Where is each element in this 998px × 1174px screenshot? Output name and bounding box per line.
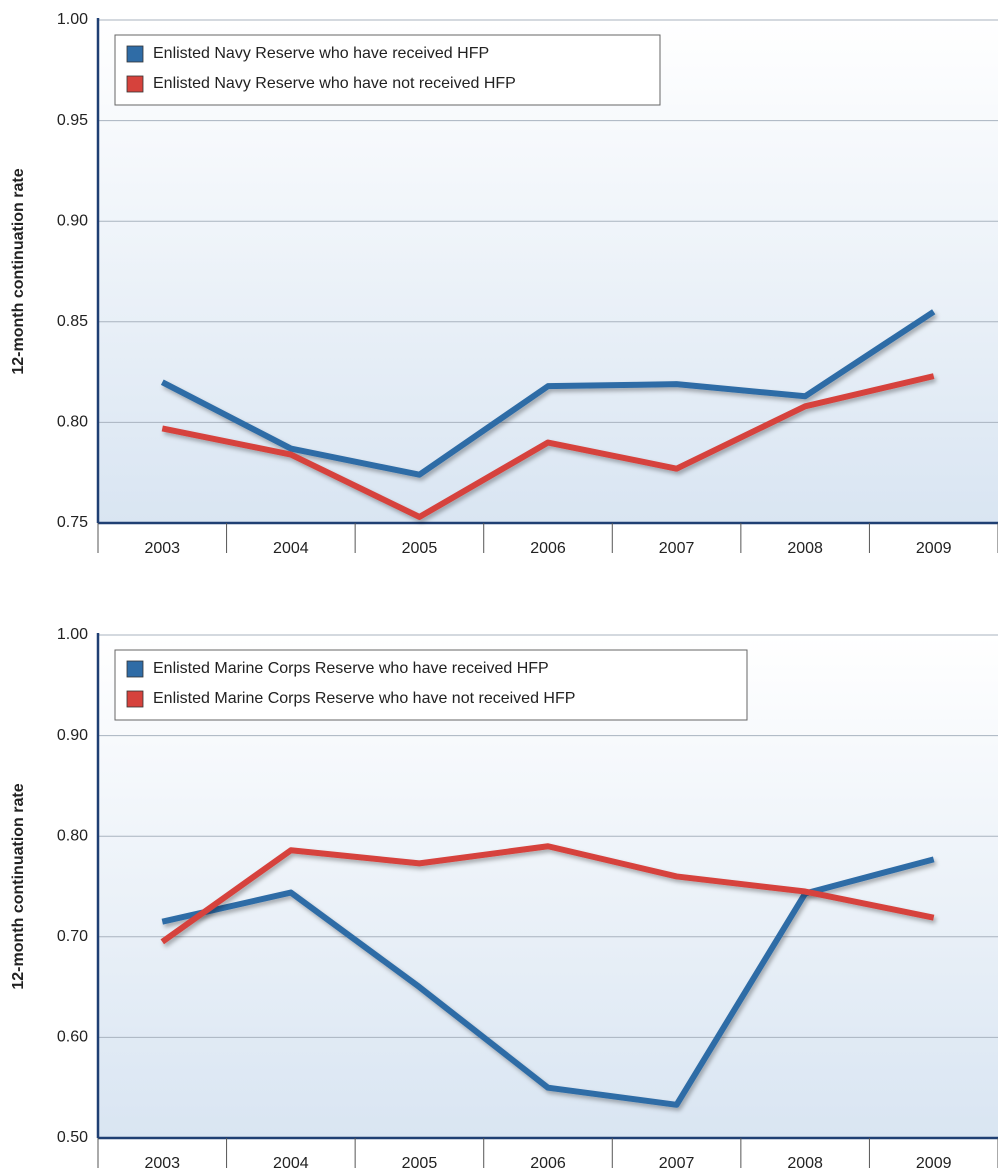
x-tick-label: 2005 xyxy=(402,540,438,557)
x-tick-label: 2003 xyxy=(144,1155,180,1172)
x-tick-label: 2006 xyxy=(530,1155,566,1172)
x-tick-label: 2007 xyxy=(659,1155,695,1172)
legend-label: Enlisted Marine Corps Reserve who have n… xyxy=(153,690,575,707)
x-tick-label: 2003 xyxy=(144,540,180,557)
y-tick-label: 0.75 xyxy=(57,514,88,531)
y-tick-label: 0.60 xyxy=(57,1029,88,1046)
y-tick-label: 0.85 xyxy=(57,313,88,330)
x-tick-label: 2006 xyxy=(530,540,566,557)
x-tick-label: 2007 xyxy=(659,540,695,557)
x-tick-label: 2004 xyxy=(273,540,309,557)
legend-label: Enlisted Navy Reserve who have not recei… xyxy=(153,75,516,92)
x-tick-label: 2009 xyxy=(916,540,952,557)
y-tick-label: 0.80 xyxy=(57,827,88,844)
series-line xyxy=(160,843,935,945)
y-tick-label: 0.90 xyxy=(57,212,88,229)
x-tick-label: 2009 xyxy=(916,1155,952,1172)
y-tick-label: 0.95 xyxy=(57,112,88,129)
legend-swatch xyxy=(126,45,144,63)
y-axis-label: 12-month continuation rate xyxy=(10,168,27,374)
x-tick-label: 2005 xyxy=(402,1155,438,1172)
series-line xyxy=(160,309,936,478)
x-tick-label: 2004 xyxy=(273,1155,309,1172)
legend-swatch xyxy=(126,75,144,93)
y-axis-label: 12-month continuation rate xyxy=(10,783,27,989)
y-tick-label: 0.80 xyxy=(57,414,88,431)
y-tick-label: 1.00 xyxy=(57,626,88,643)
series-line xyxy=(161,373,935,520)
legend-label: Enlisted Marine Corps Reserve who have r… xyxy=(153,660,549,677)
y-tick-label: 1.00 xyxy=(57,11,88,28)
y-tick-label: 0.70 xyxy=(57,928,88,945)
x-tick-label: 2008 xyxy=(787,1155,823,1172)
legend-swatch xyxy=(126,660,144,678)
legend-swatch xyxy=(126,690,144,708)
legend-box xyxy=(114,649,748,721)
y-tick-label: 0.50 xyxy=(57,1129,88,1146)
x-tick-label: 2008 xyxy=(787,540,823,557)
legend-label: Enlisted Navy Reserve who have received … xyxy=(153,45,489,62)
y-tick-label: 0.90 xyxy=(57,727,88,744)
legend-box xyxy=(114,34,661,106)
